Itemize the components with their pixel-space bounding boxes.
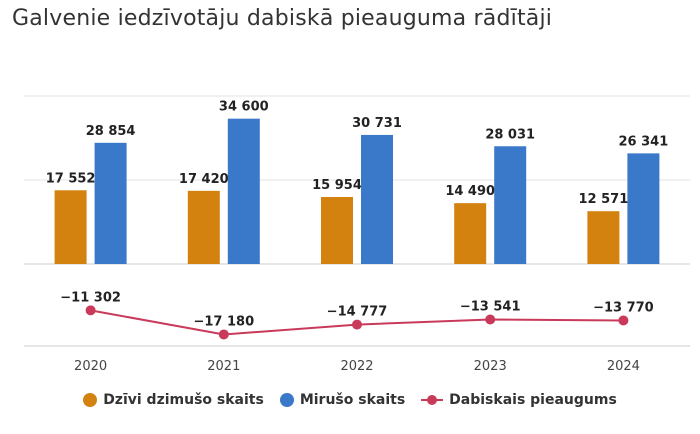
bar-births [54,190,87,264]
legend-births-label: Dzīvi dzimušo skaits [103,392,264,408]
legend-item-deaths[interactable]: Mirušo skaits [279,392,406,408]
legend-deaths-swatch [279,393,294,407]
legend-births-swatch [83,393,98,407]
bar-deaths [227,118,260,265]
x-tick-label: 2021 [207,359,240,374]
data-label-births: 15 954 [312,178,362,193]
data-label-births: 17 552 [46,171,96,186]
data-label-natural-increase: −13 541 [460,300,521,315]
data-label-births: 17 420 [179,172,229,187]
bar-births [321,196,353,264]
data-label-births: 14 490 [445,184,495,199]
bar-deaths [494,146,527,264]
data-label-births: 12 571 [579,192,629,207]
chart-title: Galvenie iedzīvotāju dabiskā pieauguma r… [12,6,553,31]
data-label-natural-increase: −11 302 [60,290,121,305]
data-label-deaths: 28 854 [86,124,136,139]
data-label-natural-increase: −14 777 [327,305,388,320]
data-label-deaths: 28 031 [485,127,535,142]
bar-deaths [627,153,660,264]
legend-item-births[interactable]: Dzīvi dzimušo skaits [83,392,264,408]
data-label-deaths: 34 600 [219,100,269,115]
legend-increase-label: Dabiskais pieaugums [449,392,617,408]
x-tick-label: 2022 [340,359,373,374]
data-label-deaths: 30 731 [352,116,402,131]
bar-births [187,190,220,264]
legend-deaths-label: Mirušo skaits [299,392,406,408]
bar-deaths [94,142,127,264]
point-natural-increase [85,305,96,316]
x-tick-label: 2020 [74,359,107,374]
data-label-natural-increase: −13 770 [593,300,654,315]
legend-increase-swatch [421,393,444,407]
point-natural-increase [218,329,229,340]
x-tick-label: 2024 [607,359,640,374]
point-natural-increase [352,319,362,330]
data-label-deaths: 26 341 [619,134,669,149]
point-natural-increase [485,314,496,325]
legend: Dzīvi dzimušo skaits Mirušo skaits Dabis… [0,392,700,408]
bar-deaths [361,134,393,264]
legend-item-natural-increase[interactable]: Dabiskais pieaugums [421,392,617,408]
bar-births [587,211,620,264]
point-natural-increase [618,315,629,326]
x-tick-label: 2023 [474,359,507,374]
data-label-natural-increase: −17 180 [193,314,254,329]
bar-births [454,203,487,264]
